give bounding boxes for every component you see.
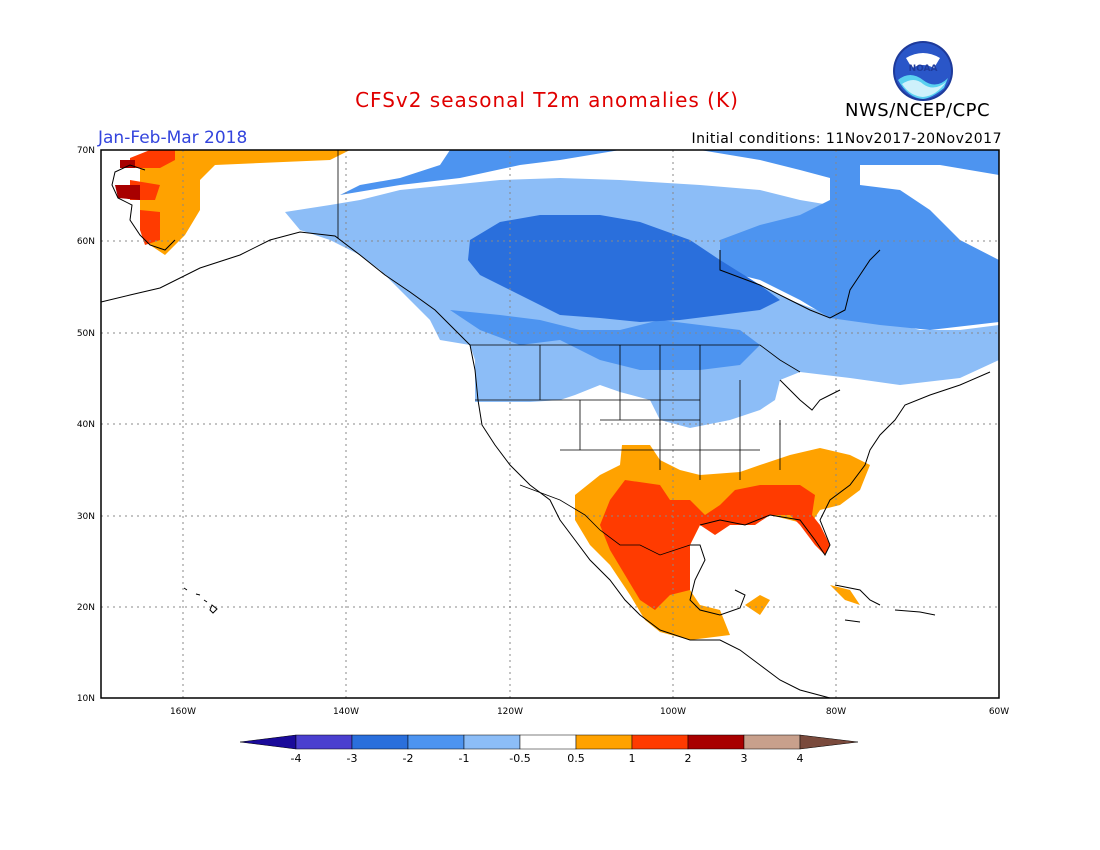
chart-title: CFSv2 seasonal T2m anomalies (K) <box>0 88 1100 112</box>
colorbar-low-arrow <box>239 734 297 750</box>
lat-tick-50n: 50N <box>77 329 95 339</box>
colorbar-label: -4 <box>291 752 302 765</box>
colorbar-label: -3 <box>347 752 358 765</box>
anomaly-dark-blue <box>468 215 780 322</box>
lat-tick-20n: 20N <box>77 603 95 613</box>
lon-tick-80w: 80W <box>826 707 846 717</box>
coastlines <box>100 164 991 699</box>
anomaly-red <box>130 150 830 610</box>
initial-conditions: Initial conditions: 11Nov2017-20Nov2017 <box>691 131 1002 147</box>
lon-tick-140w: 140W <box>333 707 359 717</box>
colorbar-swatch-1 <box>295 734 353 750</box>
colorbar-swatch-4 <box>463 734 521 750</box>
colorbar-swatch-3 <box>407 734 465 750</box>
noaa-logo: NOAA <box>893 41 953 101</box>
caribbean-islands <box>834 584 936 623</box>
colorbar-label: 4 <box>797 752 804 765</box>
lat-tick-10n: 10N <box>77 694 95 704</box>
colorbar-swatch-6 <box>575 734 633 750</box>
lat-tick-40n: 40N <box>77 420 95 430</box>
colorbar: -4 -3 -2 -1 -0.5 0.5 1 2 3 4 <box>239 734 859 765</box>
lon-tick-160w: 160W <box>170 707 196 717</box>
lat-tick-60n: 60N <box>77 237 95 247</box>
colorbar-label: -0.5 <box>509 752 530 765</box>
anomaly-dark-red <box>115 160 140 200</box>
agency-label: NWS/NCEP/CPC <box>845 100 991 121</box>
colorbar-label: -2 <box>403 752 414 765</box>
lon-tick-100w: 100W <box>660 707 686 717</box>
colorbar-label: -1 <box>459 752 470 765</box>
political-borders <box>337 150 801 556</box>
lon-tick-60w: 60W <box>989 707 1009 717</box>
lat-tick-30n: 30N <box>77 512 95 522</box>
anomaly-medium-blue <box>340 150 999 370</box>
lon-tick-labels: 160W 140W 120W 100W 80W 60W <box>170 707 1009 717</box>
forecast-period: Jan-Feb-Mar 2018 <box>98 128 248 148</box>
map-frame <box>100 149 1000 699</box>
hawaii-islands <box>183 587 218 614</box>
colorbar-label: 0.5 <box>567 752 585 765</box>
noaa-logo-text: NOAA <box>909 64 938 74</box>
colorbar-swatch-5 <box>519 734 577 750</box>
colorbar-swatch-7 <box>631 734 689 750</box>
colorbar-label: 3 <box>741 752 748 765</box>
lon-tick-120w: 120W <box>497 707 523 717</box>
colorbar-high-arrow <box>799 734 859 750</box>
colorbar-label: 2 <box>685 752 692 765</box>
grid-lines <box>101 150 999 698</box>
colorbar-swatch-9 <box>743 734 801 750</box>
colorbar-swatch-2 <box>351 734 409 750</box>
colorbar-label: 1 <box>629 752 636 765</box>
lat-tick-70n: 70N <box>77 146 95 156</box>
colorbar-swatch-8 <box>687 734 745 750</box>
lat-tick-labels: 70N 60N 50N 40N 30N 20N 10N <box>77 146 95 704</box>
chart-title-text: CFSv2 seasonal T2m anomalies (K) <box>355 88 739 112</box>
anomaly-layer <box>115 150 999 640</box>
